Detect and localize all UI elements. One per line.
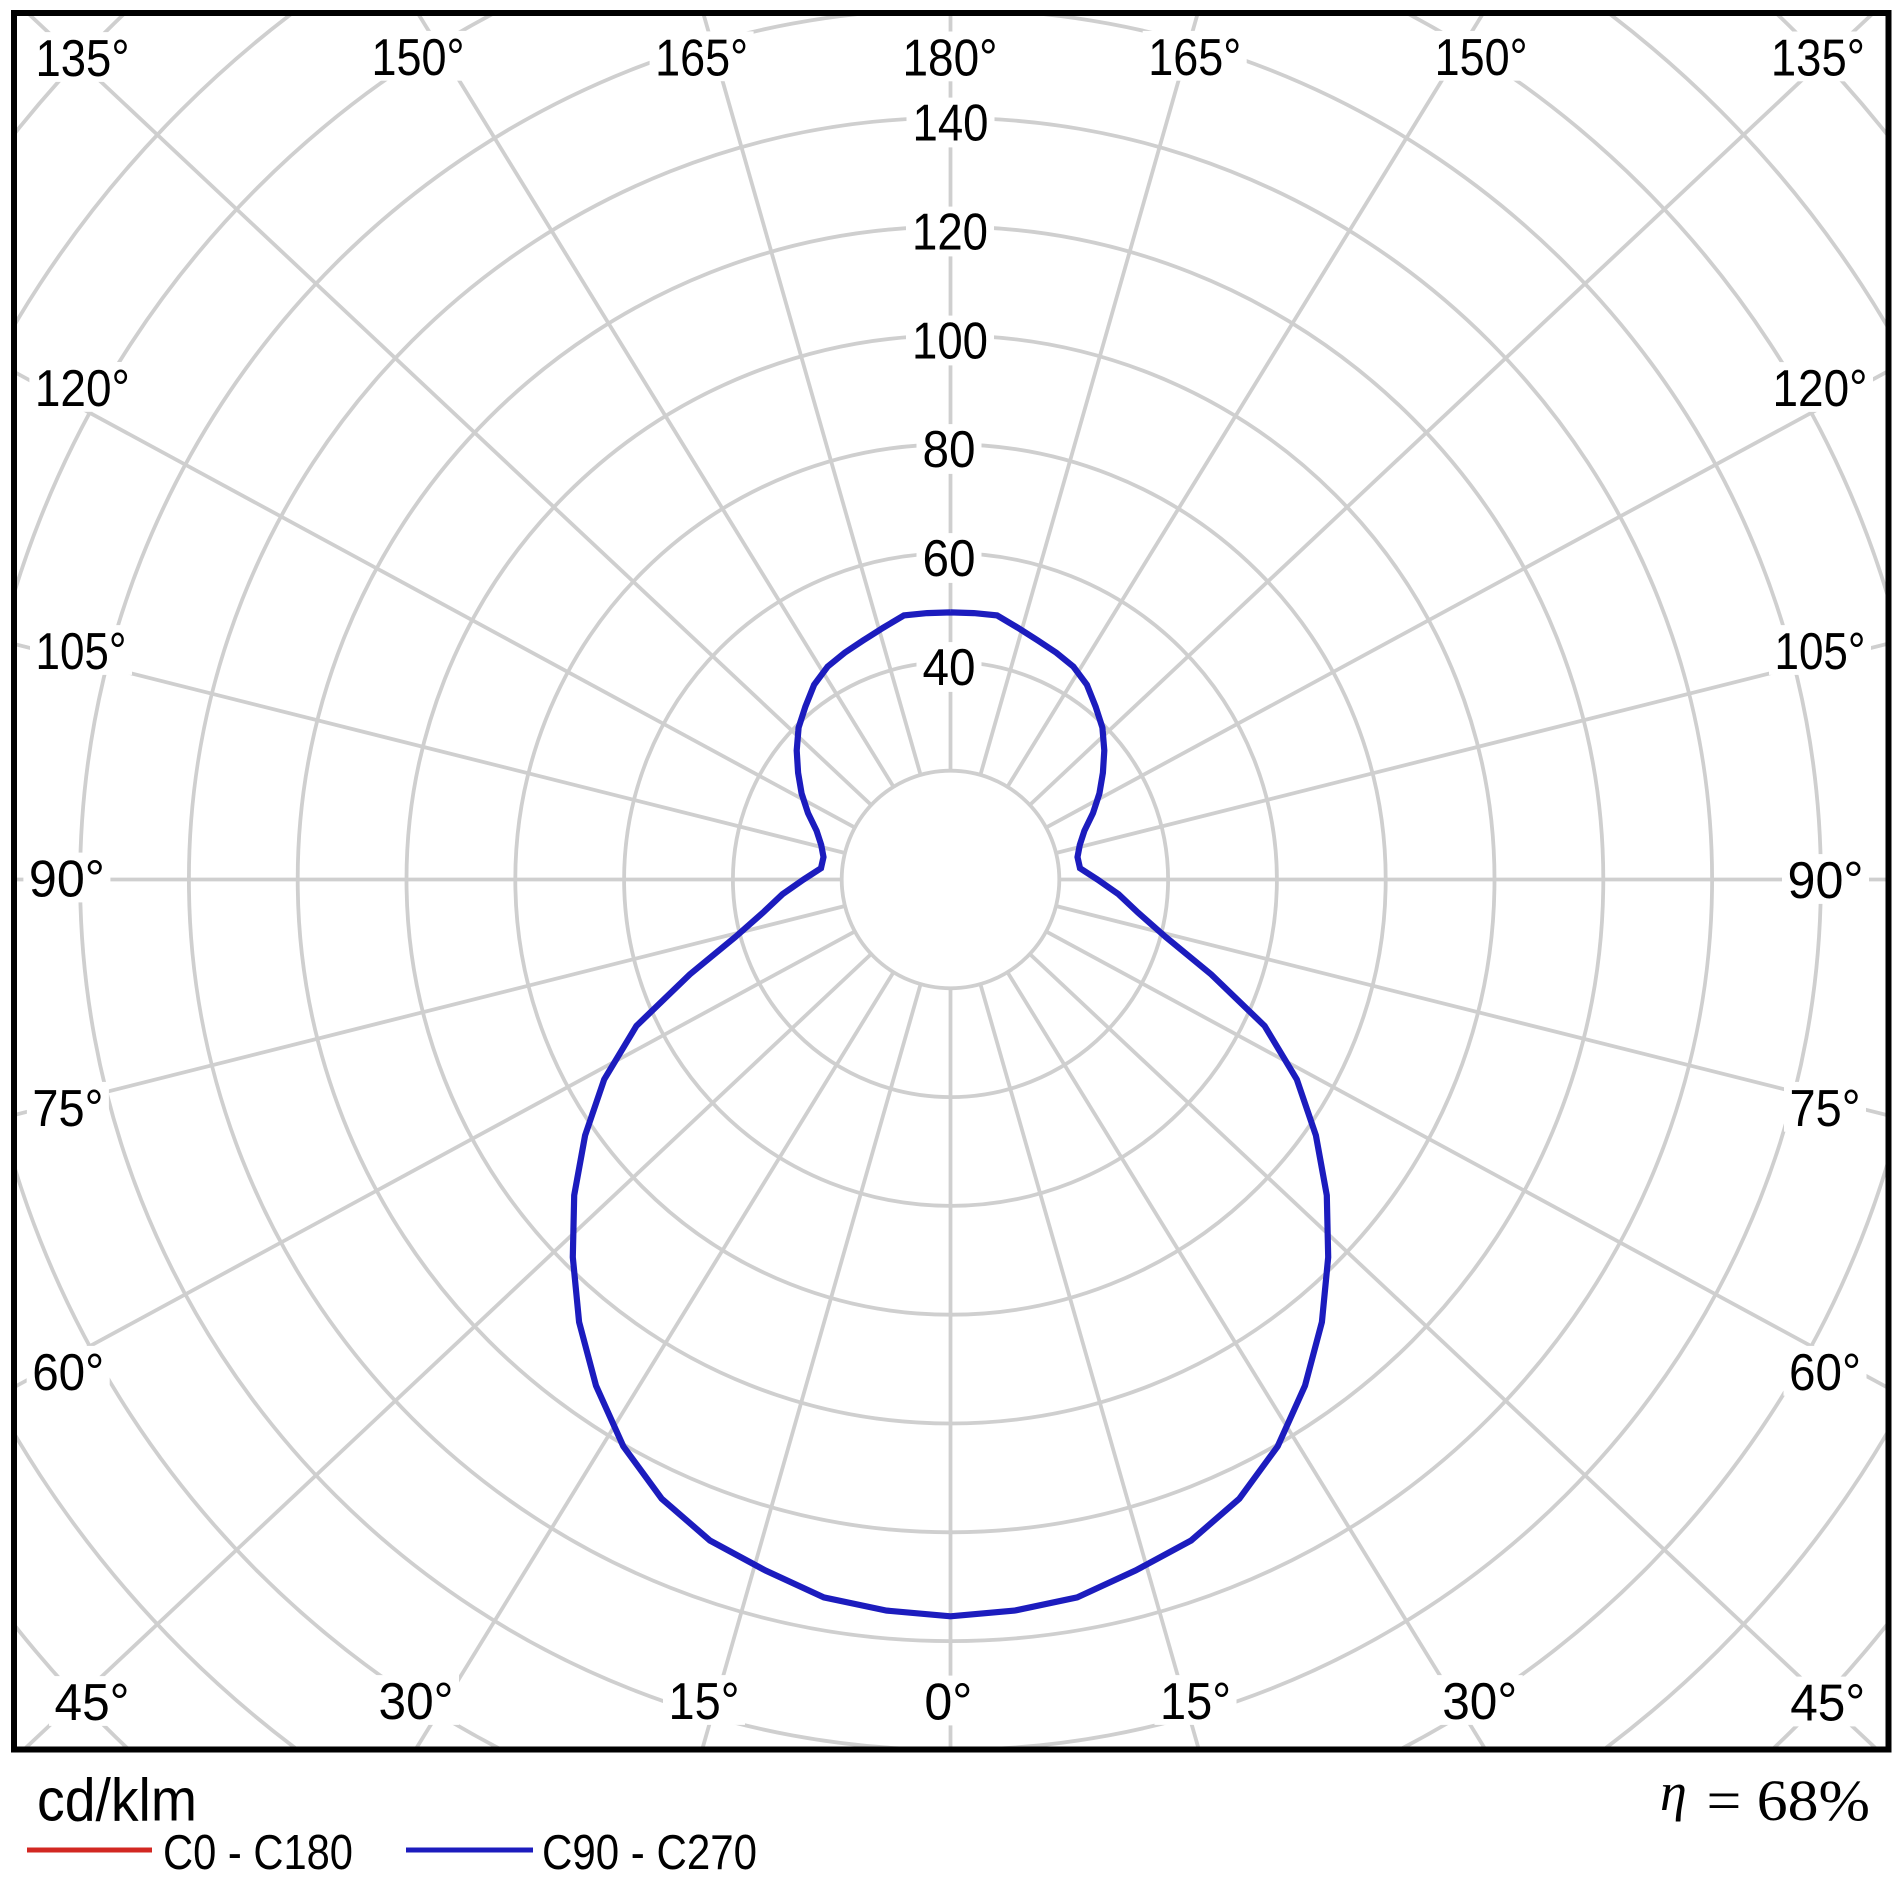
svg-text:= 68%: = 68% bbox=[1707, 1768, 1871, 1833]
svg-text:150°: 150° bbox=[1435, 29, 1528, 87]
svg-text:135°: 135° bbox=[1771, 30, 1865, 88]
svg-text:0°: 0° bbox=[924, 1674, 972, 1732]
svg-text:15°: 15° bbox=[669, 1673, 740, 1731]
svg-text:60: 60 bbox=[923, 530, 976, 588]
svg-text:140: 140 bbox=[913, 94, 989, 152]
svg-text:60°: 60° bbox=[32, 1344, 104, 1402]
svg-text:30°: 30° bbox=[1442, 1673, 1517, 1731]
svg-text:90°: 90° bbox=[29, 851, 105, 909]
svg-text:120: 120 bbox=[912, 203, 988, 261]
svg-text:165°: 165° bbox=[655, 29, 748, 87]
svg-text:120°: 120° bbox=[1773, 360, 1868, 418]
svg-text:120°: 120° bbox=[35, 360, 130, 418]
svg-text:60°: 60° bbox=[1789, 1344, 1861, 1402]
svg-text:100: 100 bbox=[912, 312, 988, 370]
svg-text:45°: 45° bbox=[55, 1674, 130, 1732]
svg-text:180°: 180° bbox=[903, 30, 998, 88]
svg-text:30°: 30° bbox=[379, 1673, 454, 1731]
svg-text:15°: 15° bbox=[1160, 1673, 1231, 1731]
svg-text:cd/klm: cd/klm bbox=[37, 1767, 197, 1834]
svg-text:105°: 105° bbox=[1775, 623, 1866, 681]
svg-text:90°: 90° bbox=[1788, 852, 1864, 910]
svg-text:η: η bbox=[1660, 1762, 1687, 1822]
svg-text:105°: 105° bbox=[36, 623, 127, 681]
svg-text:165°: 165° bbox=[1148, 29, 1241, 87]
svg-text:40: 40 bbox=[923, 639, 976, 697]
svg-text:75°: 75° bbox=[32, 1080, 103, 1138]
svg-text:150°: 150° bbox=[372, 29, 465, 87]
svg-text:135°: 135° bbox=[36, 30, 130, 88]
svg-text:45°: 45° bbox=[1790, 1675, 1865, 1733]
svg-text:C0 - C180: C0 - C180 bbox=[163, 1826, 353, 1880]
svg-text:C90 - C270: C90 - C270 bbox=[542, 1826, 757, 1880]
svg-text:80: 80 bbox=[923, 421, 976, 479]
svg-text:75°: 75° bbox=[1790, 1080, 1861, 1138]
